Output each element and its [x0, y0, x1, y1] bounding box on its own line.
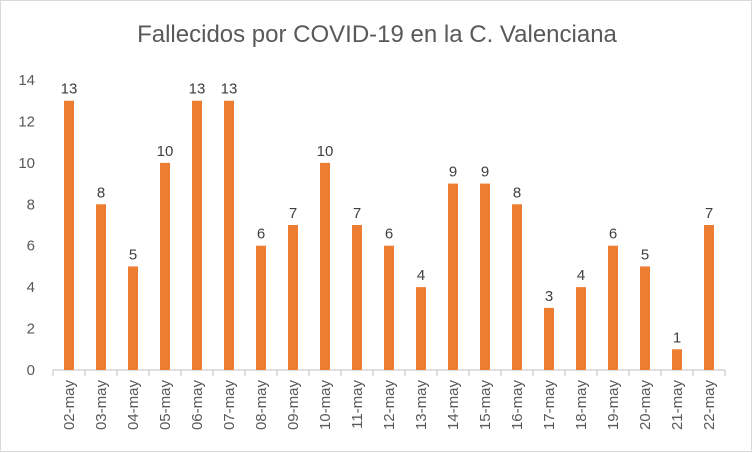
bar	[96, 204, 106, 370]
y-tick-label: 2	[27, 321, 35, 338]
y-tick-label: 10	[18, 155, 35, 172]
bar	[160, 162, 170, 370]
data-label: 6	[385, 226, 393, 243]
data-label: 8	[97, 184, 105, 201]
bar	[448, 183, 458, 370]
x-tick-label: 06-may	[189, 380, 206, 431]
x-tick-label: 07-may	[221, 380, 238, 431]
data-label: 13	[61, 81, 78, 98]
data-label: 9	[449, 164, 457, 181]
y-tick-label: 6	[27, 238, 35, 255]
x-tick-label: 22-may	[701, 380, 718, 431]
data-label: 5	[129, 246, 137, 263]
x-tick-label: 04-may	[125, 380, 142, 431]
y-tick-label: 14	[18, 72, 35, 89]
bar	[672, 349, 682, 370]
x-tick-label: 21-may	[669, 380, 686, 431]
x-tick-label: 14-may	[445, 380, 462, 431]
y-tick-label: 4	[27, 279, 35, 296]
data-label: 13	[221, 81, 238, 98]
bar	[384, 245, 394, 370]
x-tick-label: 17-may	[541, 380, 558, 431]
x-tick-label: 12-may	[381, 380, 398, 431]
x-tick-label: 10-may	[317, 380, 334, 431]
x-tick-label: 03-may	[93, 380, 110, 431]
y-tick-label: 8	[27, 196, 35, 213]
bar	[416, 287, 426, 370]
data-label: 7	[705, 205, 713, 222]
data-label: 7	[289, 205, 297, 222]
data-label: 7	[353, 205, 361, 222]
x-tick-label: 05-may	[157, 380, 174, 431]
data-label: 4	[417, 267, 425, 284]
chart-title: Fallecidos por COVID-19 en la C. Valenci…	[137, 21, 617, 48]
data-label: 6	[609, 226, 617, 243]
bar	[256, 245, 266, 370]
bar	[288, 225, 298, 370]
data-label: 13	[189, 81, 206, 98]
data-label: 8	[513, 184, 521, 201]
y-tick-label: 12	[18, 113, 35, 130]
bar	[704, 225, 714, 370]
data-label: 4	[577, 267, 585, 284]
bar	[224, 100, 234, 370]
bar	[576, 287, 586, 370]
x-tick-label: 11-may	[349, 380, 366, 429]
bar	[128, 266, 138, 370]
x-tick-label: 15-may	[477, 380, 494, 431]
bar	[512, 204, 522, 370]
x-tick-label: 18-may	[573, 380, 590, 431]
x-tick-label: 02-may	[61, 380, 78, 431]
x-tick-label: 16-may	[509, 380, 526, 431]
bar	[320, 162, 330, 370]
bar	[352, 225, 362, 370]
data-label: 9	[481, 164, 489, 181]
data-label: 5	[641, 246, 649, 263]
bar	[64, 100, 74, 370]
data-label: 6	[257, 226, 265, 243]
data-label: 3	[545, 288, 553, 305]
data-label: 10	[317, 143, 334, 160]
y-tick-label: 0	[27, 362, 35, 379]
x-tick-label: 20-may	[637, 380, 654, 431]
x-tick-label: 09-may	[285, 380, 302, 431]
x-tick-label: 19-may	[605, 380, 622, 431]
bar	[192, 100, 202, 370]
bar	[640, 266, 650, 370]
bar	[480, 183, 490, 370]
data-label: 1	[673, 329, 681, 346]
x-tick-label: 13-may	[413, 380, 430, 431]
data-label: 10	[157, 143, 174, 160]
bar	[544, 307, 554, 370]
bar	[608, 245, 618, 370]
x-tick-label: 08-may	[253, 380, 270, 431]
